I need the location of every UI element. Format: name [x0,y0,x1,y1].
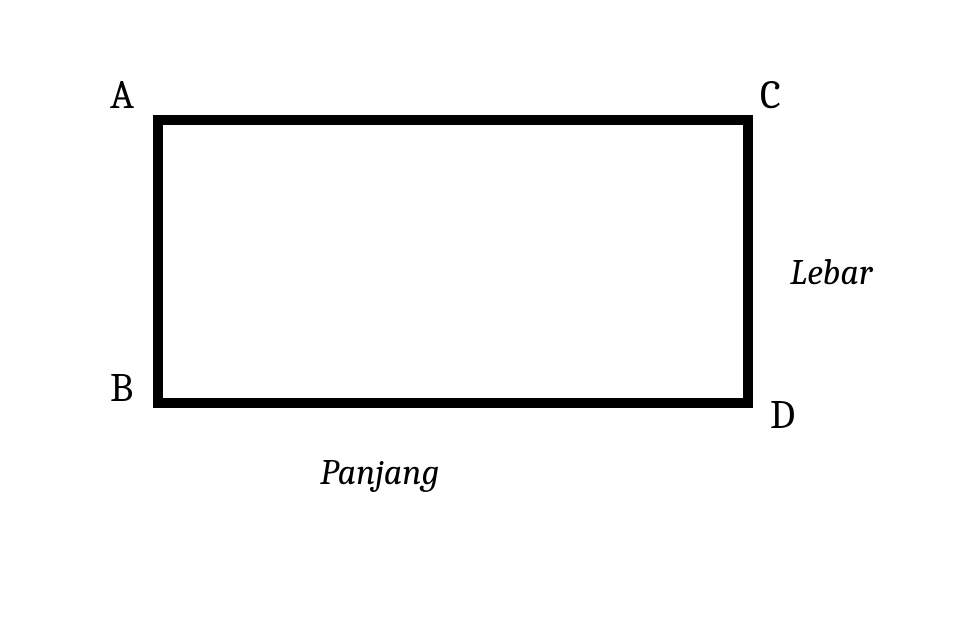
vertex-label-d: D [770,395,795,435]
vertex-label-c: C [760,75,781,115]
dimension-label-lebar: Lebar [790,255,872,291]
vertex-label-b: B [110,368,133,408]
rectangle-diagram: A B C D Panjang Lebar [0,0,960,640]
dimension-label-panjang: Panjang [320,455,439,491]
rectangle-shape [153,115,753,408]
vertex-label-a: A [110,75,134,115]
